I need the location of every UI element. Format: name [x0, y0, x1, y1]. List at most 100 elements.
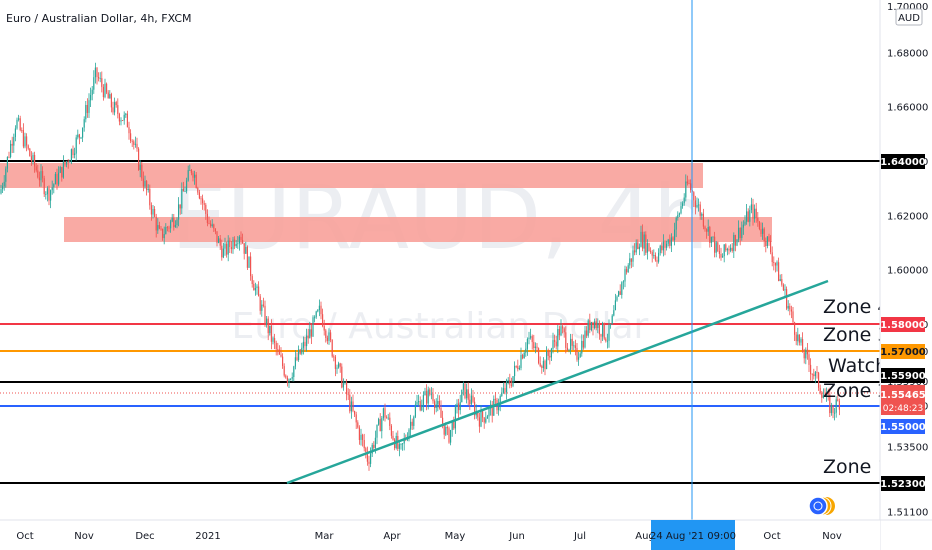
- candle-body: [757, 217, 759, 222]
- candle-body: [152, 209, 154, 215]
- candle-body: [741, 227, 743, 238]
- candle-body: [64, 161, 66, 165]
- candle-body: [230, 247, 232, 250]
- price-tag-1-58-text: 1.58000: [880, 320, 926, 331]
- price-tag-1-58: 1.58000: [880, 317, 926, 332]
- candle-body: [381, 418, 383, 432]
- candle-body: [566, 347, 568, 351]
- candle-body: [184, 191, 186, 192]
- candle-body: [835, 399, 837, 413]
- candle-body: [187, 170, 189, 181]
- ascending-trendline[interactable]: [286, 279, 829, 485]
- candle-body: [282, 356, 284, 366]
- candle-body: [787, 306, 789, 309]
- candle-body: [424, 391, 426, 396]
- candle-body: [808, 354, 810, 365]
- candle-body: [371, 444, 373, 454]
- candle-body: [277, 349, 279, 350]
- candle-body: [400, 444, 402, 445]
- candle-body: [261, 304, 263, 311]
- candle-body: [376, 424, 378, 438]
- candles-group[interactable]: [0, 62, 840, 471]
- candle-body: [344, 382, 346, 384]
- candle-body: [16, 119, 18, 129]
- candle-body: [38, 177, 40, 181]
- time-axis[interactable]: Oct Nov Dec 2021 Mar Apr May Jun Jul Aug Oct Nov 24…: [0, 519, 932, 550]
- candle-body: [821, 392, 823, 398]
- candle-body: [384, 408, 386, 418]
- price-tag-1-559: 1.55900: [880, 368, 926, 383]
- candle-body: [565, 332, 567, 348]
- candle-body: [286, 377, 288, 383]
- candle-body: [296, 357, 298, 360]
- candle-body: [288, 379, 290, 383]
- candle-body: [106, 83, 108, 93]
- candle-body: [581, 340, 583, 354]
- scroll-to-realtime-icon[interactable]: [808, 496, 835, 516]
- candle-body: [586, 330, 588, 336]
- candle-body: [272, 338, 274, 342]
- candle-body: [800, 339, 802, 343]
- candle-body: [342, 383, 344, 388]
- candle-body: [710, 236, 712, 243]
- price-countdown-text: 02:48:23: [883, 404, 923, 414]
- candle-body: [611, 315, 613, 324]
- candle-body: [322, 314, 324, 326]
- candle-body: [211, 224, 213, 227]
- candle-body: [290, 378, 292, 380]
- candle-body: [331, 340, 333, 357]
- candle-body: [512, 376, 514, 386]
- candle-body: [235, 244, 237, 247]
- candle-body: [838, 400, 840, 410]
- candle-body: [256, 286, 258, 288]
- candle-body: [245, 246, 247, 254]
- candle-body: [306, 335, 308, 347]
- candle-body: [819, 387, 821, 393]
- candle-body: [485, 418, 487, 423]
- candle-body: [518, 368, 520, 370]
- candle-body: [635, 242, 637, 253]
- candle-body: [734, 235, 736, 246]
- candle-body: [53, 184, 55, 188]
- candle-body: [210, 223, 212, 227]
- candle-body: [69, 161, 71, 163]
- candle-body: [670, 237, 672, 246]
- candle-body: [667, 239, 669, 244]
- candle-body: [514, 365, 516, 377]
- supply-zone-lower[interactable]: [64, 217, 772, 242]
- candle-body: [648, 243, 650, 252]
- candle-body: [24, 136, 26, 147]
- candle-body: [422, 395, 424, 405]
- candle-body: [766, 236, 768, 246]
- candle-body: [594, 321, 596, 328]
- candle-body: [114, 102, 116, 113]
- candle-body: [725, 244, 727, 251]
- candle-body: [453, 421, 455, 429]
- candle-body: [266, 318, 268, 325]
- price-axis[interactable]: 1.51100 1.53500 1.55000 1.55900 1.57000 1.580…: [879, 0, 932, 550]
- candle-body: [179, 204, 181, 209]
- candle-body: [104, 83, 106, 97]
- candle-body: [216, 231, 218, 243]
- candle-body: [336, 367, 338, 369]
- price-tag-1-57: 1.57000: [880, 344, 926, 359]
- candle-body: [200, 198, 202, 200]
- candle-body: [403, 438, 405, 444]
- candle-body: [312, 317, 314, 337]
- candle-body: [526, 338, 528, 349]
- candle-body: [410, 421, 412, 430]
- candle-body: [576, 347, 578, 360]
- candle-body: [654, 255, 656, 261]
- candle-body: [229, 240, 231, 247]
- candle-body: [714, 236, 716, 253]
- candle-body: [726, 248, 728, 251]
- supply-zone-upper[interactable]: [0, 163, 703, 188]
- candle-body: [70, 149, 72, 162]
- candle-body: [250, 256, 252, 277]
- candle-body: [693, 192, 695, 201]
- candle-body: [285, 375, 287, 378]
- candle-body: [75, 137, 77, 154]
- currency-badge[interactable]: [895, 8, 923, 26]
- candle-body: [462, 383, 464, 390]
